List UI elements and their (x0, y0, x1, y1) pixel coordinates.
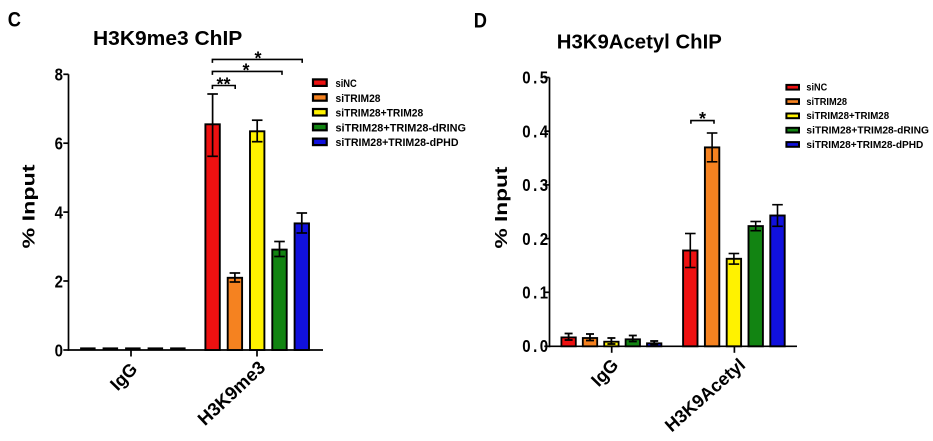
svg-text:0: 0 (55, 340, 63, 361)
svg-text:0.0: 0.0 (522, 337, 550, 356)
svg-text:% Input: % Input (19, 164, 39, 248)
svg-text:**: ** (216, 75, 230, 95)
svg-text:*: * (699, 109, 706, 129)
svg-text:siTRIM28+TRIM28-dRING: siTRIM28+TRIM28-dRING (336, 122, 467, 134)
svg-text:2: 2 (55, 271, 63, 292)
svg-text:0.1: 0.1 (522, 284, 550, 303)
svg-text:0.3: 0.3 (522, 176, 550, 195)
svg-text:siTRIM28+TRIM28: siTRIM28+TRIM28 (806, 111, 889, 122)
svg-text:0.2: 0.2 (522, 230, 550, 249)
svg-text:D: D (474, 9, 487, 33)
svg-text:siTRIM28+TRIM28-dPHD: siTRIM28+TRIM28-dPHD (806, 140, 923, 151)
svg-text:0.5: 0.5 (522, 69, 550, 88)
svg-text:siNC: siNC (806, 82, 827, 93)
svg-text:% Input: % Input (491, 166, 511, 248)
svg-text:H3K9me3 ChIP: H3K9me3 ChIP (93, 27, 242, 50)
svg-text:0.4: 0.4 (522, 122, 550, 141)
svg-text:siNC: siNC (336, 78, 357, 90)
svg-text:H3K9Acetyl ChIP: H3K9Acetyl ChIP (557, 31, 722, 54)
svg-text:siTRIM28: siTRIM28 (806, 97, 847, 108)
svg-text:C: C (8, 8, 21, 32)
svg-text:*: * (242, 61, 249, 81)
svg-text:6: 6 (55, 133, 63, 154)
svg-text:siTRIM28+TRIM28: siTRIM28+TRIM28 (336, 107, 424, 119)
svg-text:siTRIM28: siTRIM28 (336, 92, 381, 104)
svg-text:siTRIM28+TRIM28-dRING: siTRIM28+TRIM28-dRING (806, 125, 929, 136)
svg-text:siTRIM28+TRIM28-dPHD: siTRIM28+TRIM28-dPHD (336, 137, 459, 149)
svg-text:8: 8 (55, 64, 63, 85)
svg-text:4: 4 (55, 202, 64, 223)
svg-text:*: * (254, 49, 261, 69)
